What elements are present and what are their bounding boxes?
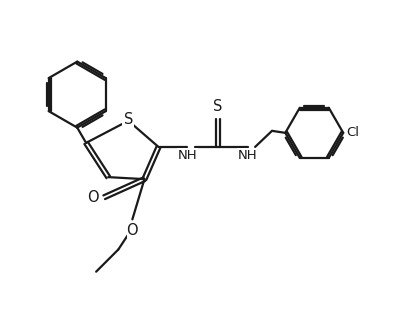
Text: NH: NH xyxy=(238,149,258,161)
Text: NH: NH xyxy=(178,149,197,161)
Text: O: O xyxy=(87,190,99,205)
Text: S: S xyxy=(124,112,133,127)
Text: S: S xyxy=(213,99,222,114)
Text: O: O xyxy=(126,223,138,238)
Text: Cl: Cl xyxy=(346,126,359,139)
